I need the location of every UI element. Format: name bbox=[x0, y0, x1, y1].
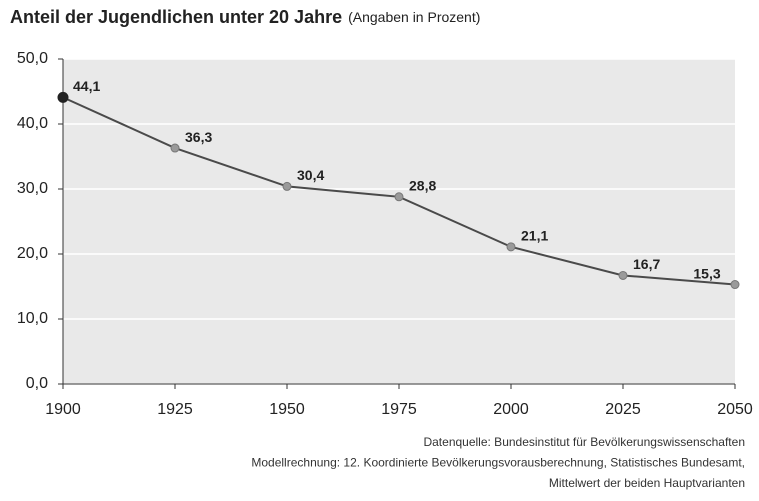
value-label: 15,3 bbox=[693, 265, 720, 281]
data-point bbox=[57, 91, 69, 103]
x-tick-label: 1950 bbox=[269, 401, 305, 418]
y-tick-label: 0,0 bbox=[26, 375, 48, 392]
y-tick-label: 20,0 bbox=[17, 245, 48, 262]
data-point bbox=[730, 280, 740, 290]
data-point bbox=[618, 270, 628, 280]
source-note: Mittelwert der beiden Hauptvarianten bbox=[549, 476, 745, 490]
x-tick-label: 1925 bbox=[157, 401, 193, 418]
x-tick-label: 2025 bbox=[605, 401, 641, 418]
data-point bbox=[394, 192, 404, 202]
y-tick-label: 10,0 bbox=[17, 310, 48, 327]
value-label: 44,1 bbox=[73, 78, 100, 94]
x-tick-label: 1975 bbox=[381, 401, 417, 418]
y-tick-label: 40,0 bbox=[17, 115, 48, 132]
chart-heading: Anteil der Jugendlichen unter 20 Jahre (A… bbox=[10, 7, 480, 27]
x-tick-label: 2050 bbox=[717, 401, 753, 418]
data-point bbox=[170, 143, 180, 153]
value-label: 36,3 bbox=[185, 129, 212, 145]
data-point bbox=[282, 181, 292, 191]
data-point bbox=[506, 242, 516, 252]
chart-title: Anteil der Jugendlichen unter 20 Jahre bbox=[10, 7, 342, 27]
plot-area bbox=[63, 59, 735, 384]
x-tick-label: 2000 bbox=[493, 401, 529, 418]
x-tick-label: 1900 bbox=[45, 401, 81, 418]
value-label: 16,7 bbox=[633, 256, 660, 272]
chart-subtitle: (Angaben in Prozent) bbox=[348, 9, 480, 25]
source-note: Datenquelle: Bundesinstitut für Bevölker… bbox=[423, 435, 745, 449]
value-label: 28,8 bbox=[409, 178, 436, 194]
value-label: 21,1 bbox=[521, 228, 548, 244]
value-label: 30,4 bbox=[297, 167, 324, 183]
y-tick-label: 30,0 bbox=[17, 180, 48, 197]
source-note: Modellrechnung: 12. Koordinierte Bevölke… bbox=[251, 456, 745, 470]
y-tick-label: 50,0 bbox=[17, 50, 48, 67]
